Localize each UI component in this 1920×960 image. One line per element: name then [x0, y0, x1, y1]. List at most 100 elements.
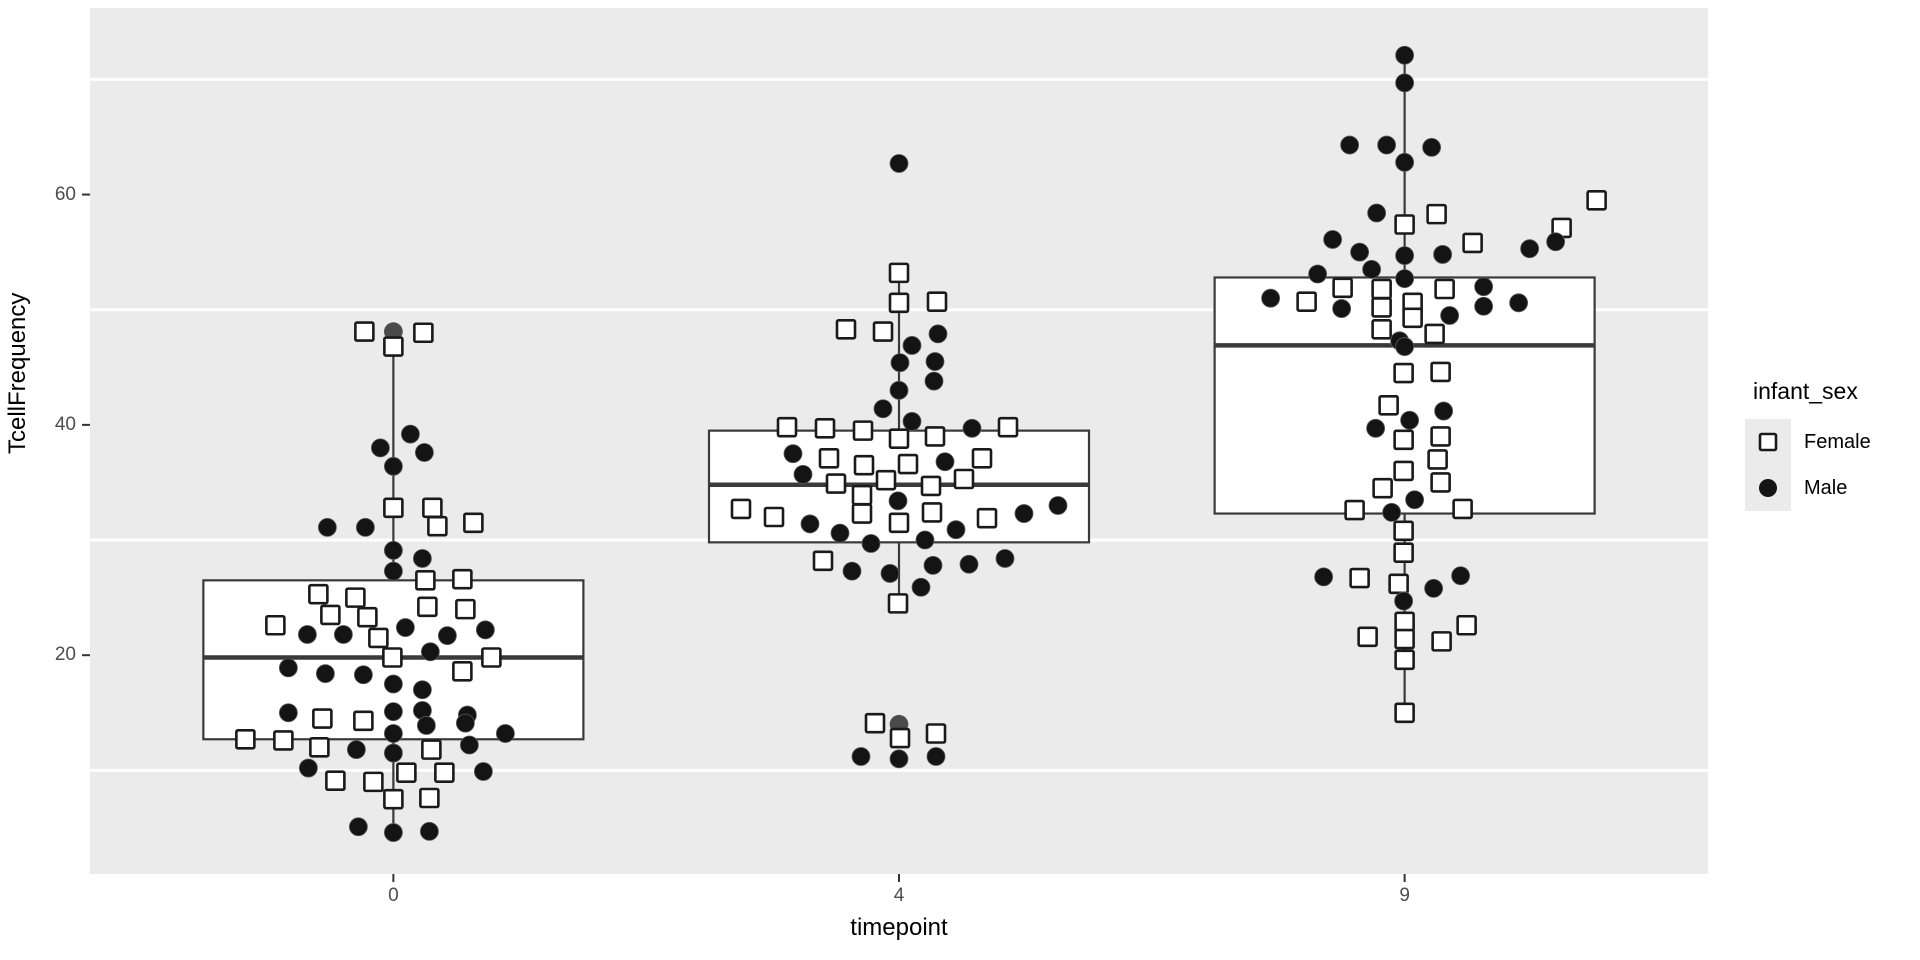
- point-male: [1340, 135, 1360, 155]
- point-female: [417, 596, 438, 618]
- point-female: [1371, 278, 1392, 300]
- point-male: [1395, 337, 1415, 356]
- point-male: [924, 371, 944, 391]
- point-male: [495, 724, 515, 743]
- point-female: [415, 570, 436, 591]
- point-male: [793, 464, 813, 484]
- point-female: [422, 497, 443, 519]
- point-male: [1440, 306, 1460, 325]
- point-female: [481, 647, 502, 668]
- point-female: [434, 762, 455, 783]
- point-male: [889, 154, 909, 173]
- point-female: [730, 498, 752, 520]
- point-female: [419, 787, 440, 809]
- point-female: [888, 512, 910, 534]
- legend-item-female: Female: [1745, 419, 1920, 465]
- point-male: [873, 399, 893, 419]
- point-male: [1474, 296, 1494, 316]
- point-female: [382, 647, 403, 668]
- point-female: [976, 507, 998, 529]
- point-male: [333, 625, 353, 644]
- point-male: [1377, 135, 1397, 155]
- point-female: [1393, 429, 1414, 451]
- x-tick-label: 9: [1399, 885, 1410, 906]
- point-female: [1394, 702, 1415, 724]
- point-female: [889, 727, 911, 749]
- point-female: [1424, 323, 1445, 345]
- point-female: [851, 503, 873, 524]
- point-male: [298, 758, 318, 778]
- point-female: [1394, 628, 1415, 650]
- point-female: [1296, 291, 1317, 312]
- x-axis-title: timepoint: [850, 914, 948, 941]
- point-male: [1395, 152, 1415, 172]
- point-female: [971, 447, 993, 469]
- point-female: [1452, 498, 1473, 520]
- point-female: [1393, 520, 1414, 542]
- x-tick-label: 0: [388, 885, 399, 906]
- point-male: [911, 577, 931, 597]
- point-male: [889, 380, 909, 400]
- point-male: [297, 625, 317, 644]
- point-female: [455, 598, 476, 620]
- point-female: [825, 473, 847, 494]
- point-female: [852, 420, 874, 441]
- point-female: [953, 468, 975, 490]
- point-female: [1402, 307, 1423, 329]
- point-female: [421, 739, 442, 760]
- point-female: [925, 723, 947, 744]
- point-female: [413, 322, 434, 344]
- point-male: [1520, 239, 1540, 259]
- point-male: [437, 626, 457, 646]
- point-female: [312, 708, 333, 729]
- point-male: [800, 514, 820, 534]
- point-female: [1371, 318, 1392, 340]
- point-female: [1427, 449, 1448, 470]
- point-female: [864, 712, 886, 734]
- point-female: [1357, 626, 1378, 648]
- point-male: [383, 724, 403, 743]
- point-male: [475, 620, 495, 640]
- point-female: [818, 447, 840, 469]
- point-female: [1394, 214, 1415, 235]
- y-tick-label: 40: [54, 413, 76, 435]
- point-male: [1395, 269, 1415, 289]
- point-female: [888, 428, 910, 449]
- point-female: [888, 262, 910, 284]
- point-male: [455, 713, 475, 733]
- legend-item-label: Male: [1804, 476, 1848, 499]
- point-male: [928, 324, 948, 344]
- point-female: [926, 291, 948, 312]
- filled-circle-icon: [1745, 465, 1791, 511]
- point-male: [383, 541, 403, 560]
- point-female: [463, 512, 484, 534]
- point-male: [1451, 566, 1471, 586]
- point-male: [1395, 45, 1415, 65]
- point-male: [383, 456, 403, 476]
- point-male: [1323, 230, 1343, 249]
- point-female: [354, 321, 375, 342]
- point-male: [842, 561, 862, 581]
- point-male: [946, 520, 966, 540]
- point-female: [1394, 611, 1415, 633]
- point-female: [345, 587, 366, 608]
- point-female: [1393, 362, 1414, 384]
- point-female: [325, 770, 346, 792]
- point-male: [1014, 504, 1034, 523]
- point-female: [776, 416, 798, 438]
- point-female: [1393, 542, 1414, 564]
- point-male: [1382, 502, 1402, 522]
- point-male: [1394, 591, 1414, 611]
- point-male: [1350, 242, 1370, 262]
- point-female: [396, 762, 417, 783]
- point-male: [1395, 73, 1415, 93]
- point-male: [416, 716, 436, 735]
- point-male: [830, 523, 850, 543]
- point-male: [1261, 288, 1281, 308]
- point-female: [1372, 477, 1393, 499]
- point-male: [923, 555, 943, 575]
- point-male: [383, 743, 403, 763]
- point-male: [414, 443, 434, 462]
- point-female: [1371, 297, 1392, 318]
